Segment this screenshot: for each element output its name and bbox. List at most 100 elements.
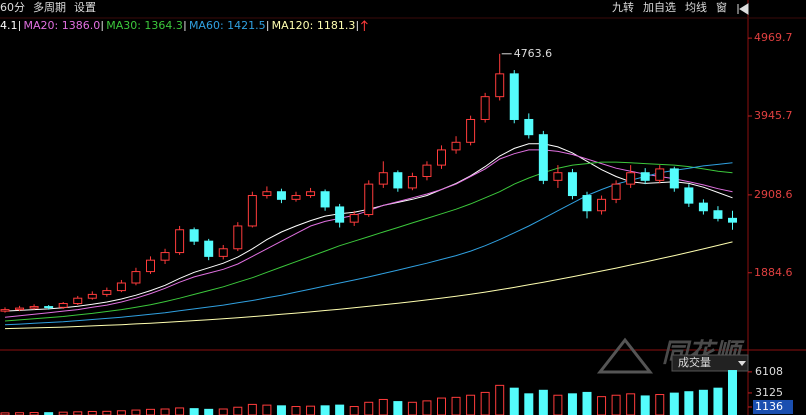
candle-body xyxy=(175,229,185,254)
volume-bar xyxy=(698,389,708,415)
candle-body xyxy=(87,293,97,299)
candle-body xyxy=(160,252,170,261)
volume-bar xyxy=(15,412,25,415)
volume-bar xyxy=(58,411,68,415)
candle-body xyxy=(407,176,417,189)
volume-bar xyxy=(306,405,316,415)
candle-body xyxy=(131,271,141,284)
volume-bar xyxy=(582,391,592,415)
volume-bar xyxy=(247,403,257,415)
y-tick-label: 3945.7 xyxy=(754,109,793,122)
candle-body xyxy=(15,307,25,311)
candle-body xyxy=(640,172,650,181)
volume-bar xyxy=(276,405,286,415)
period-tab[interactable]: 60分 xyxy=(0,1,25,14)
candle-body xyxy=(713,210,723,219)
candle-body xyxy=(335,206,345,223)
candle-body xyxy=(262,191,272,197)
cursor-box xyxy=(753,399,793,414)
ma-line xyxy=(4,241,733,330)
trend-arrow xyxy=(361,20,368,31)
candle-body xyxy=(276,191,286,200)
volume-bar xyxy=(393,401,403,415)
volume-bar xyxy=(480,391,490,415)
candle-body xyxy=(116,282,126,292)
candle-body xyxy=(233,225,243,250)
candle-body xyxy=(669,168,679,189)
toolbar-button[interactable]: 均线 xyxy=(685,0,707,14)
candle-body xyxy=(29,306,39,309)
volume-bar xyxy=(189,408,199,415)
collapse-icon[interactable] xyxy=(737,3,749,15)
volume-bar xyxy=(509,387,519,415)
volume-bar xyxy=(669,392,679,415)
candle-body xyxy=(582,195,592,212)
candle-body xyxy=(466,118,476,143)
candle-body xyxy=(655,168,665,181)
volume-bar xyxy=(524,393,534,415)
candle-body xyxy=(538,134,548,181)
volume-bar xyxy=(728,370,737,415)
volume-bar xyxy=(320,405,330,415)
candle-body xyxy=(146,259,155,273)
dropdown-arrow xyxy=(738,361,746,366)
candle-body xyxy=(102,290,112,295)
period-tab[interactable]: 多周期 xyxy=(33,0,66,14)
watermark-icon xyxy=(596,337,654,374)
max-label: 4763.6 xyxy=(514,47,553,60)
candle-body xyxy=(626,172,636,185)
candle-body xyxy=(451,141,461,151)
candle-body xyxy=(44,306,54,309)
candle-body xyxy=(247,195,257,227)
volume-bar xyxy=(567,393,577,415)
candle-body xyxy=(422,164,432,178)
candle-body xyxy=(291,195,301,200)
volume-bar xyxy=(364,401,374,415)
candle-body xyxy=(364,183,374,216)
volume-tick-label: 6108 xyxy=(755,365,783,378)
volume-bar xyxy=(29,412,39,415)
candle-body xyxy=(684,187,694,204)
candle-body xyxy=(320,191,330,208)
volume-bar xyxy=(349,406,359,415)
volume-bar xyxy=(713,387,723,415)
volume-bar xyxy=(538,389,548,415)
volume-tick-label: 3125 xyxy=(755,386,783,399)
ma-line xyxy=(4,161,733,322)
volume-tick-label: 1136 xyxy=(755,400,783,413)
volume-label[interactable]: 成交量 xyxy=(678,355,711,369)
candle-body xyxy=(597,198,607,212)
volume-bar xyxy=(0,412,10,415)
volume-bar xyxy=(597,396,607,415)
y-tick-label: 4969.7 xyxy=(754,31,793,44)
volume-bar xyxy=(684,391,694,415)
volume-bar xyxy=(160,408,170,415)
candle-body xyxy=(567,172,577,197)
candle-body xyxy=(0,309,10,312)
volume-bar xyxy=(116,410,126,415)
toolbar-button[interactable]: 窗 xyxy=(716,0,727,14)
candle-body xyxy=(58,303,68,308)
toolbar-button[interactable]: 九转 xyxy=(612,0,634,14)
volume-bar xyxy=(218,408,228,415)
legend-entry: MA20: 1386.0 xyxy=(24,19,101,32)
candle-body xyxy=(218,248,228,257)
y-tick-label: 1884.6 xyxy=(754,266,793,279)
candle-body xyxy=(553,172,563,181)
candle-body xyxy=(306,191,316,197)
volume-bar xyxy=(204,408,214,415)
volume-selector[interactable] xyxy=(671,354,749,372)
volume-bar xyxy=(44,412,54,415)
volume-bar xyxy=(422,400,432,415)
candle-body xyxy=(393,172,403,189)
candle-body xyxy=(437,149,446,166)
legend-entry: MA30: 1364.3 xyxy=(106,19,183,32)
candle-body xyxy=(349,214,359,223)
period-tab[interactable]: 设置 xyxy=(74,1,96,14)
candle-body xyxy=(480,96,490,120)
volume-bar xyxy=(655,394,665,415)
candle-body xyxy=(509,73,519,120)
ma-line xyxy=(4,162,733,326)
toolbar-button[interactable]: 加自选 xyxy=(643,1,676,14)
